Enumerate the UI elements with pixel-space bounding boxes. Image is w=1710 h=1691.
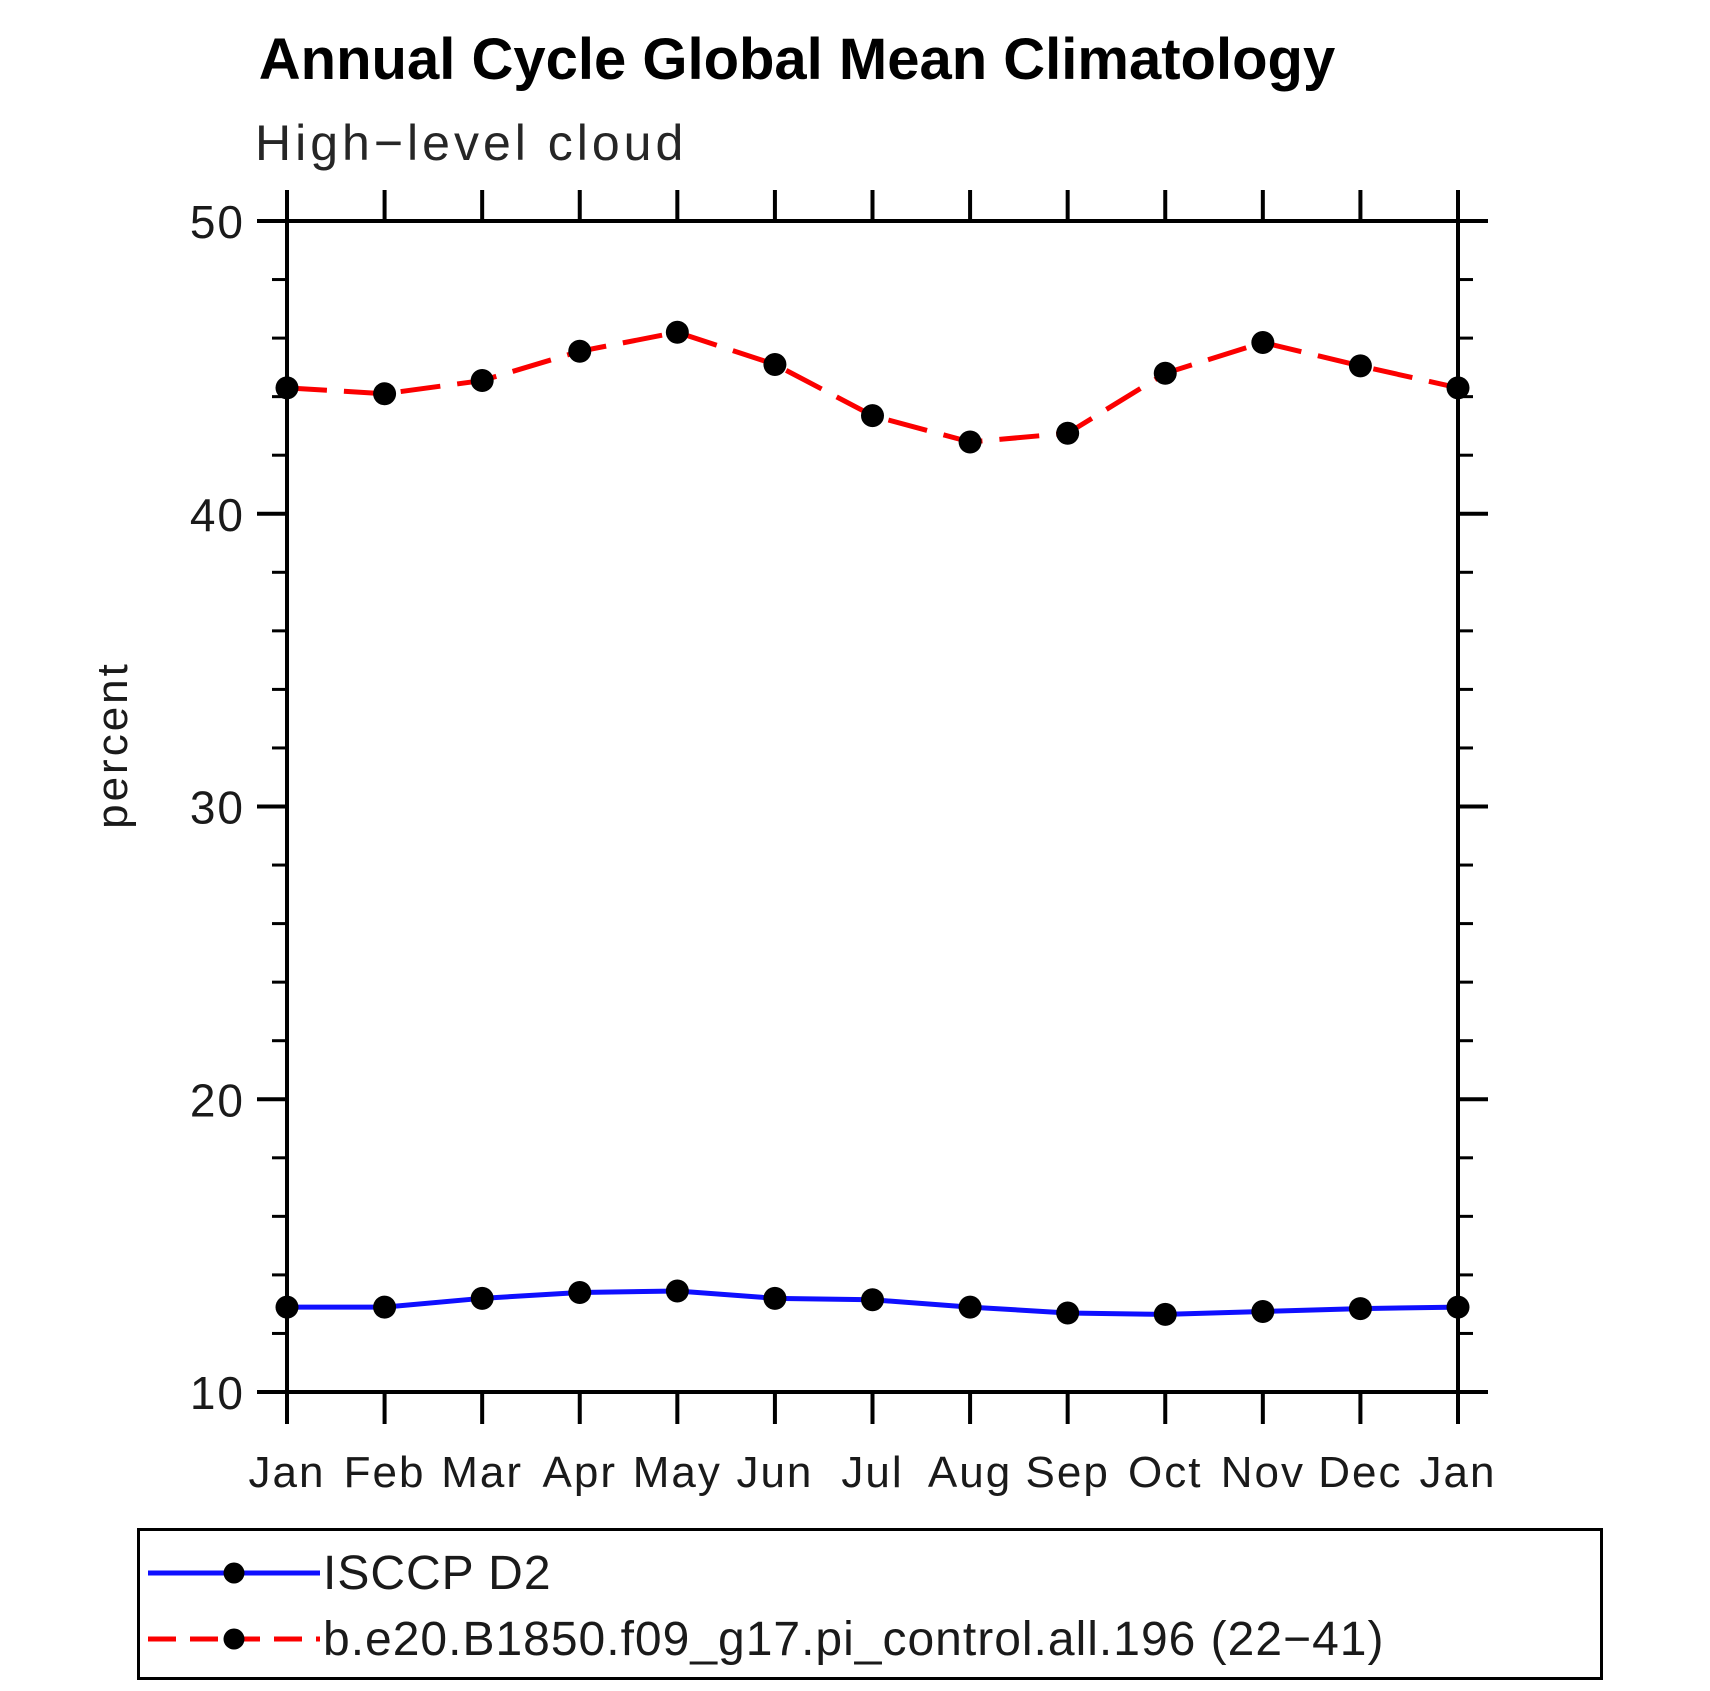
plot-frame [285,219,1460,1394]
x-axis-tick-label: Feb [344,1448,426,1497]
x-axis-tick-label: Aug [928,1448,1012,1497]
x-axis-tick-label: Oct [1128,1448,1202,1497]
x-axis-tick-label: Jun [736,1448,813,1497]
data-point-marker [1251,1299,1275,1323]
x-axis-tick-label: Jul [841,1448,903,1497]
data-point-marker [665,320,689,344]
y-axis-tick-label: 30 [190,782,245,834]
legend-box: ISCCP D2 b.e20.B1850.f09_g17.pi_control.… [137,1528,1603,1680]
y-axis-tick-label: 50 [190,196,245,248]
data-point-marker [1153,361,1177,385]
data-point-marker [763,1286,787,1310]
data-point-marker [1153,1302,1177,1326]
data-point-marker [1056,421,1080,445]
y-axis-tick-label: 20 [190,1074,245,1126]
legend-label-isccp-d2: ISCCP D2 [323,1546,552,1600]
data-point-marker [470,1286,494,1310]
chart-subtitle: High−level cloud [255,115,688,171]
data-point-marker [861,1288,884,1312]
legend-marker-sample [223,1628,245,1650]
data-point-marker [1446,376,1470,400]
x-axis-tick-label: Nov [1221,1448,1305,1497]
data-point-marker [568,1280,592,1304]
chart-title: Annual Cycle Global Mean Climatology [258,27,1336,92]
x-axis-tick-label: Apr [543,1448,617,1497]
legend-marker-sample [223,1562,245,1584]
y-axis-tick-label: 40 [190,489,245,541]
legend-item-model-run: b.e20.B1850.f09_g17.pi_control.all.196 (… [140,1606,1600,1672]
data-point-marker [958,1295,982,1319]
legend-label-model-run: b.e20.B1850.f09_g17.pi_control.all.196 (… [323,1612,1385,1666]
data-point-marker [1446,1295,1470,1319]
legend-swatch-isccp-d2 [148,1562,320,1584]
legend-item-isccp-d2: ISCCP D2 [140,1540,1600,1606]
data-point-marker [373,1295,397,1319]
data-point-marker [1251,330,1275,354]
y-axis-tick-label: 10 [190,1367,245,1419]
data-point-marker [373,382,397,406]
x-axis-tick-label: Jan [1420,1448,1497,1497]
data-point-marker [763,352,787,376]
x-axis-tick-label: Sep [1026,1448,1110,1497]
data-point-marker [568,339,592,363]
data-point-marker [665,1279,689,1303]
data-point-marker [1056,1301,1080,1325]
data-point-marker [1348,354,1372,378]
data-point-marker [1348,1297,1372,1321]
x-axis-tick-label: Mar [441,1448,523,1497]
data-point-marker [275,376,299,400]
x-axis-tick-label: May [633,1448,722,1497]
data-point-marker [861,404,884,428]
x-axis-tick-label: Jan [249,1448,326,1497]
x-axis-tick-label: Dec [1318,1448,1402,1497]
legend-swatch-model-run [148,1628,320,1650]
data-point-marker [275,1295,299,1319]
data-point-marker [470,369,494,393]
data-point-marker [958,430,982,454]
